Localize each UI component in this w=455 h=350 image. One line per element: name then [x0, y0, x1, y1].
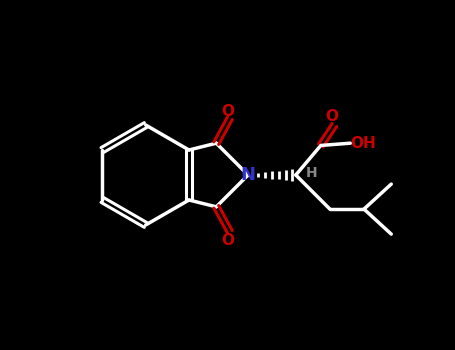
Text: H: H: [306, 166, 318, 180]
Text: O: O: [221, 104, 234, 119]
Text: O: O: [326, 109, 339, 124]
Text: O: O: [221, 232, 234, 247]
Text: OH: OH: [350, 136, 376, 151]
Text: N: N: [241, 166, 256, 184]
